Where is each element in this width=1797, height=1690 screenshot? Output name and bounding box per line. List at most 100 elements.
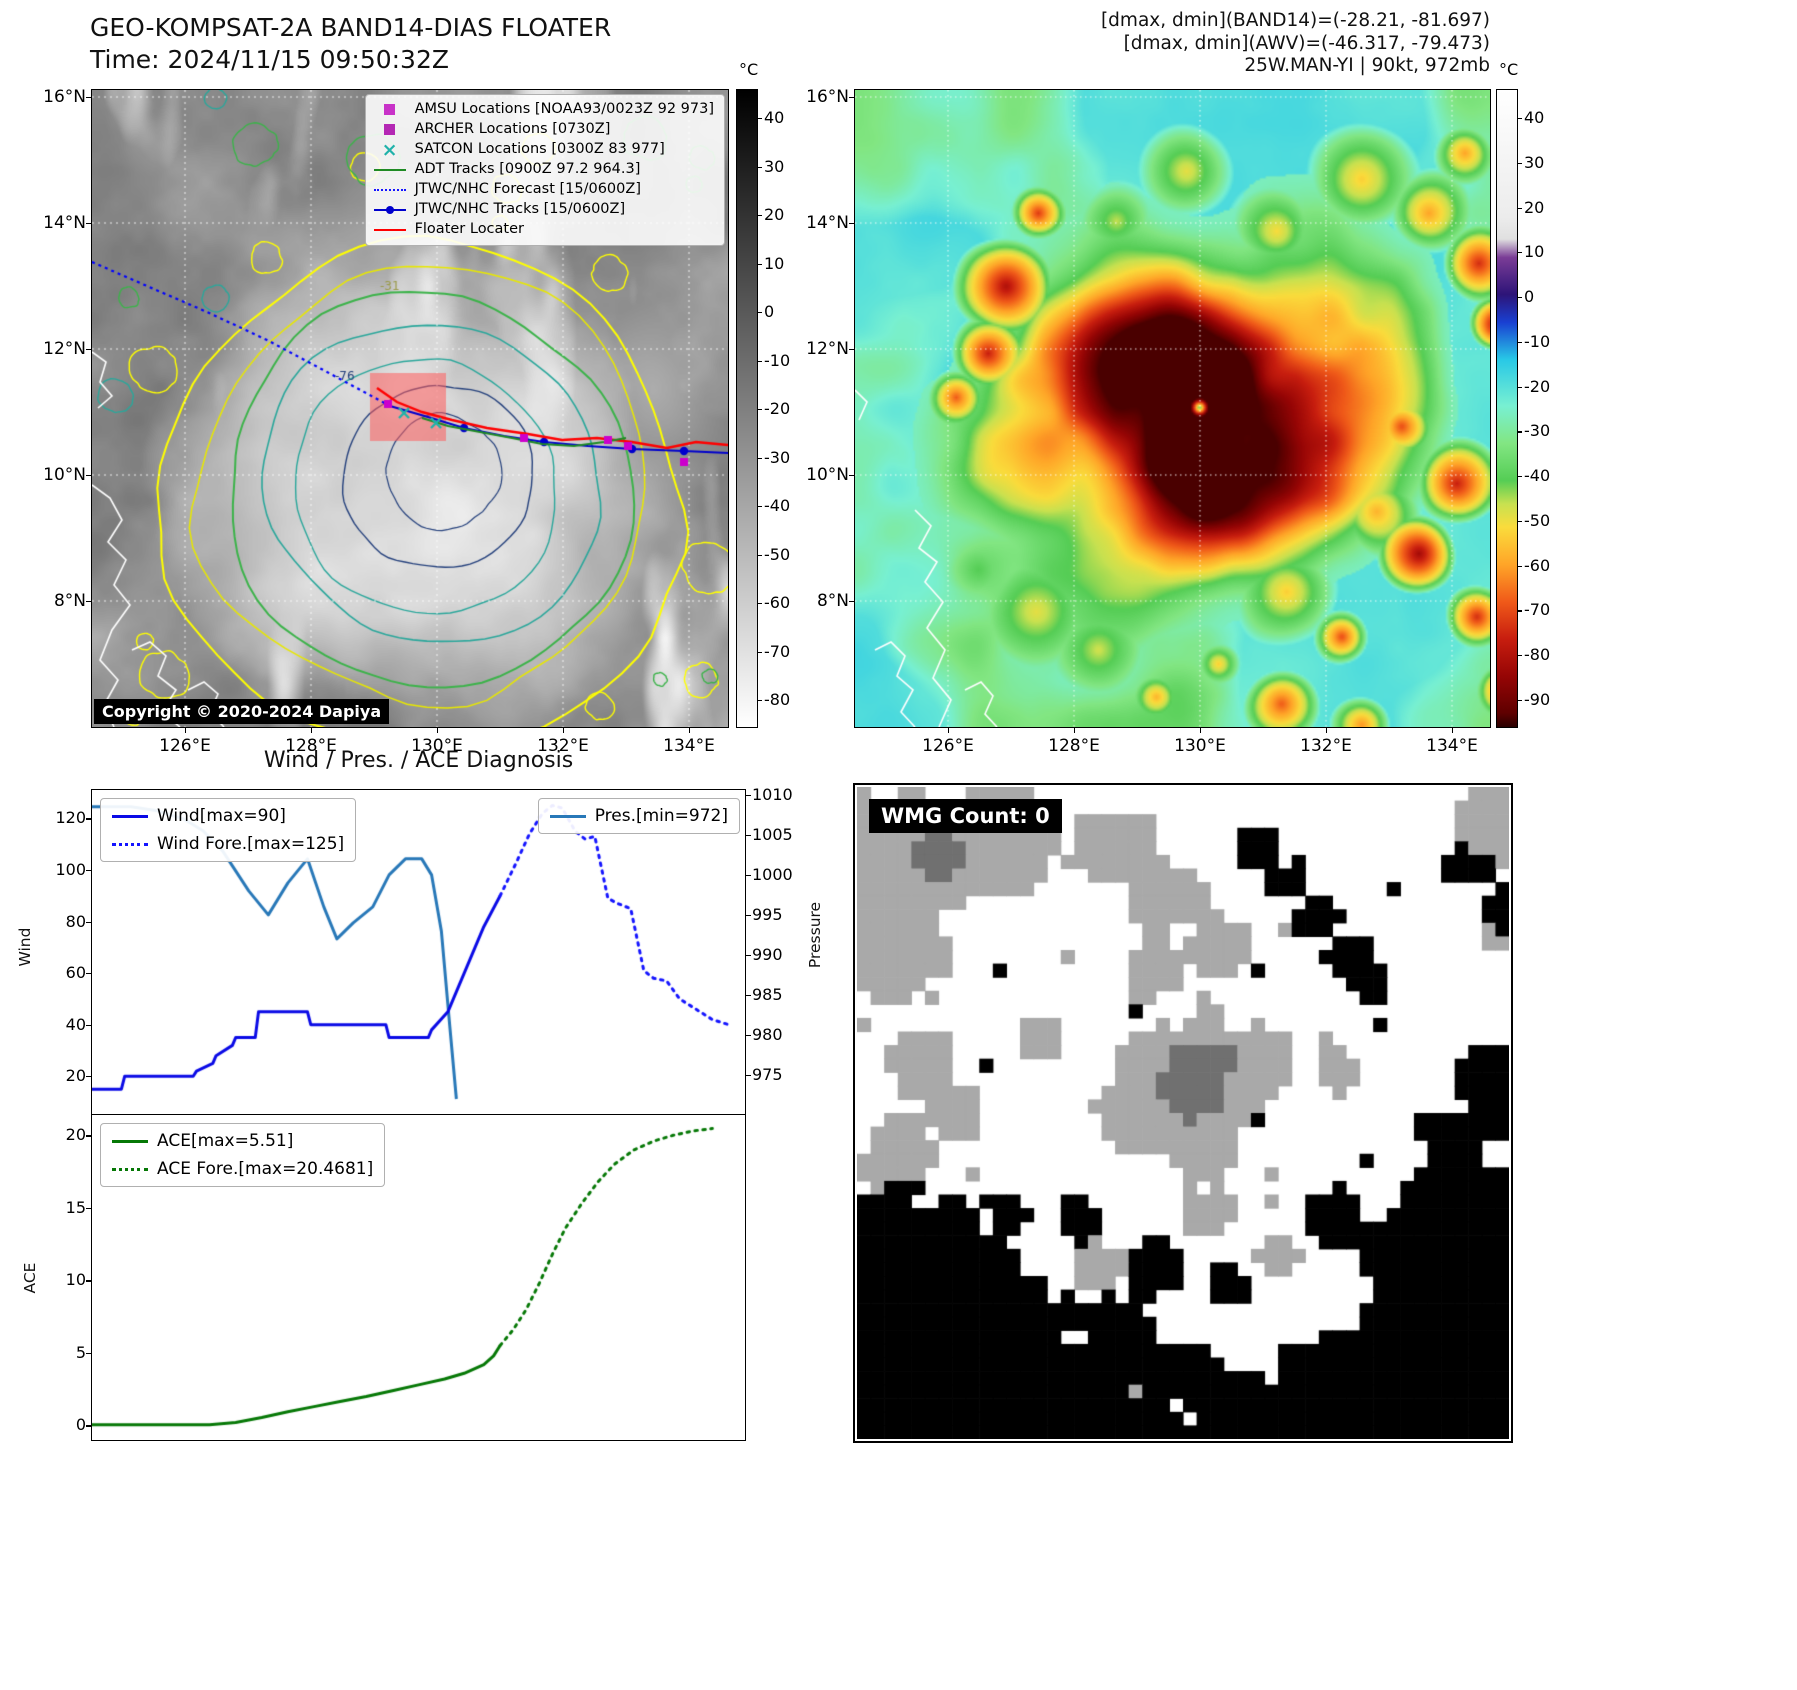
axis-tick — [86, 1425, 92, 1427]
colorbar-tick-label: -70 — [1524, 600, 1551, 620]
y-tick-label: 60 — [65, 963, 86, 983]
colorbar-tick-label: 10 — [1524, 242, 1545, 262]
axis-tick — [1517, 207, 1522, 209]
map-legend-label: Floater Locater — [414, 221, 524, 237]
line-marker-marker-icon — [372, 203, 408, 217]
colorbar-tick-label: -60 — [764, 593, 791, 612]
map-legend-label: JTWC/NHC Forecast [15/0600Z] — [414, 181, 641, 197]
axis-tick — [757, 263, 762, 265]
axis-tick — [757, 651, 762, 653]
colorbar-tick-label: 30 — [764, 156, 785, 176]
chart-legend-item: ACE[max=5.51] — [112, 1131, 373, 1151]
axis-tick — [757, 603, 762, 605]
axis-tick — [1517, 252, 1522, 254]
colorbar-tick-label: -40 — [1524, 466, 1551, 486]
axis-tick — [757, 457, 762, 459]
dotted-line-icon — [112, 842, 148, 846]
y-tick-label: 0 — [75, 1415, 86, 1435]
colorbar-tick-label: -30 — [1524, 421, 1551, 441]
axis-tick — [185, 727, 187, 733]
map-legend-label: ADT Tracks [0900Z 97.2 964.3] — [414, 161, 641, 177]
lat-tick-label: 16°N — [806, 87, 849, 107]
axis-tick — [86, 1280, 92, 1282]
lat-tick-label: 8°N — [53, 591, 86, 611]
wmg-panel: WMG Count: 0 — [853, 783, 1513, 1443]
axis-tick — [757, 166, 762, 168]
axis-tick — [849, 475, 855, 477]
chart-legend-label: ACE[max=5.51] — [157, 1131, 294, 1151]
solid-line-icon — [549, 814, 586, 818]
enhanced-ir-satellite-image — [855, 90, 1490, 727]
y-tick-label: 20 — [65, 1066, 86, 1086]
dotted-line-icon — [112, 1167, 148, 1171]
square-marker-icon — [372, 123, 408, 137]
axis-tick — [1517, 386, 1522, 388]
wmg-count-label: WMG Count: 0 — [869, 799, 1062, 833]
left-panel-time: Time: 2024/11/15 09:50:32Z — [90, 45, 449, 74]
colorbar-tick-label: -70 — [764, 641, 791, 661]
lat-tick-label: 10°N — [43, 465, 86, 485]
axis-tick — [1517, 520, 1522, 523]
colorbar-tick-label: 40 — [1524, 108, 1545, 127]
y-tick-label: 990 — [752, 944, 783, 964]
y-tick-label: 980 — [752, 1024, 783, 1044]
axis-tick — [86, 869, 92, 872]
lon-tick-label: 134°E — [1426, 736, 1478, 756]
axis-tick — [86, 973, 92, 975]
lon-tick-label: 130°E — [411, 736, 463, 756]
axis-tick — [1452, 727, 1454, 733]
axis-tick — [1517, 700, 1522, 702]
axis-tick — [86, 1352, 92, 1355]
enhanced-ir-map — [854, 89, 1491, 728]
ace-legend: ACE[max=5.51] ACE Fore.[max=20.4681] — [100, 1123, 386, 1187]
chart-legend-label: Wind Fore.[max=125] — [157, 834, 345, 854]
axis-tick — [86, 349, 92, 351]
axis-tick — [745, 834, 751, 836]
enhanced-ir-colorbar-unit: °C — [1499, 60, 1519, 79]
line-marker-icon — [372, 223, 408, 237]
colorbar-tick-label: 40 — [764, 108, 785, 127]
lon-tick-label: 128°E — [1048, 736, 1100, 756]
colorbar-tick-label: -60 — [1524, 555, 1551, 575]
map-legend-label: SATCON Locations [0300Z 83 977] — [414, 141, 665, 157]
colorbar-tick-label: -50 — [764, 544, 791, 564]
square-marker-icon — [372, 103, 408, 117]
axis-tick — [745, 914, 751, 917]
y-tick-label: 995 — [752, 904, 783, 924]
y-tick-label: 5 — [75, 1342, 86, 1362]
lon-tick-label: 134°E — [663, 736, 715, 756]
copyright-label: Copyright © 2020-2024 Dapiya — [94, 699, 390, 724]
colorbar-tick-label: 10 — [764, 253, 785, 273]
y-tick-label: 1010 — [752, 784, 793, 804]
chart-legend-label: Wind[max=90] — [157, 806, 286, 826]
axis-tick — [689, 727, 691, 733]
solid-line-icon — [112, 814, 148, 818]
axis-tick — [86, 1207, 92, 1210]
axis-tick — [1517, 476, 1522, 478]
y-tick-label: 985 — [752, 984, 783, 1004]
axis-tick — [86, 1076, 92, 1078]
axis-tick — [745, 874, 751, 877]
lon-tick-label: 132°E — [1300, 736, 1352, 756]
lat-tick-label: 14°N — [806, 213, 849, 233]
axis-tick — [757, 700, 762, 702]
axis-tick — [86, 1024, 92, 1026]
chart-legend-item: Wind[max=90] — [112, 806, 344, 826]
map-legend: AMSU Locations [NOAA93/0023Z 92 973] ARCH… — [364, 94, 725, 246]
map-legend-label: AMSU Locations [NOAA93/0023Z 92 973] — [414, 101, 714, 117]
colorbar-tick-label: 20 — [764, 205, 785, 224]
y-tick-label: 40 — [65, 1014, 86, 1034]
axis-tick — [1074, 727, 1076, 733]
axis-tick — [757, 215, 762, 217]
colorbar-tick-label: -40 — [764, 496, 791, 515]
y-tick-label: 975 — [752, 1064, 783, 1084]
axis-tick — [948, 727, 950, 733]
dotted-marker-icon — [372, 183, 408, 197]
axis-tick — [1517, 565, 1522, 567]
colorbar-tick-label: -80 — [1524, 645, 1551, 665]
axis-tick — [86, 475, 92, 477]
axis-tick — [849, 601, 855, 603]
axis-tick — [86, 97, 92, 99]
band14-floater-map: AMSU Locations [NOAA93/0023Z 92 973] ARCH… — [91, 89, 729, 728]
